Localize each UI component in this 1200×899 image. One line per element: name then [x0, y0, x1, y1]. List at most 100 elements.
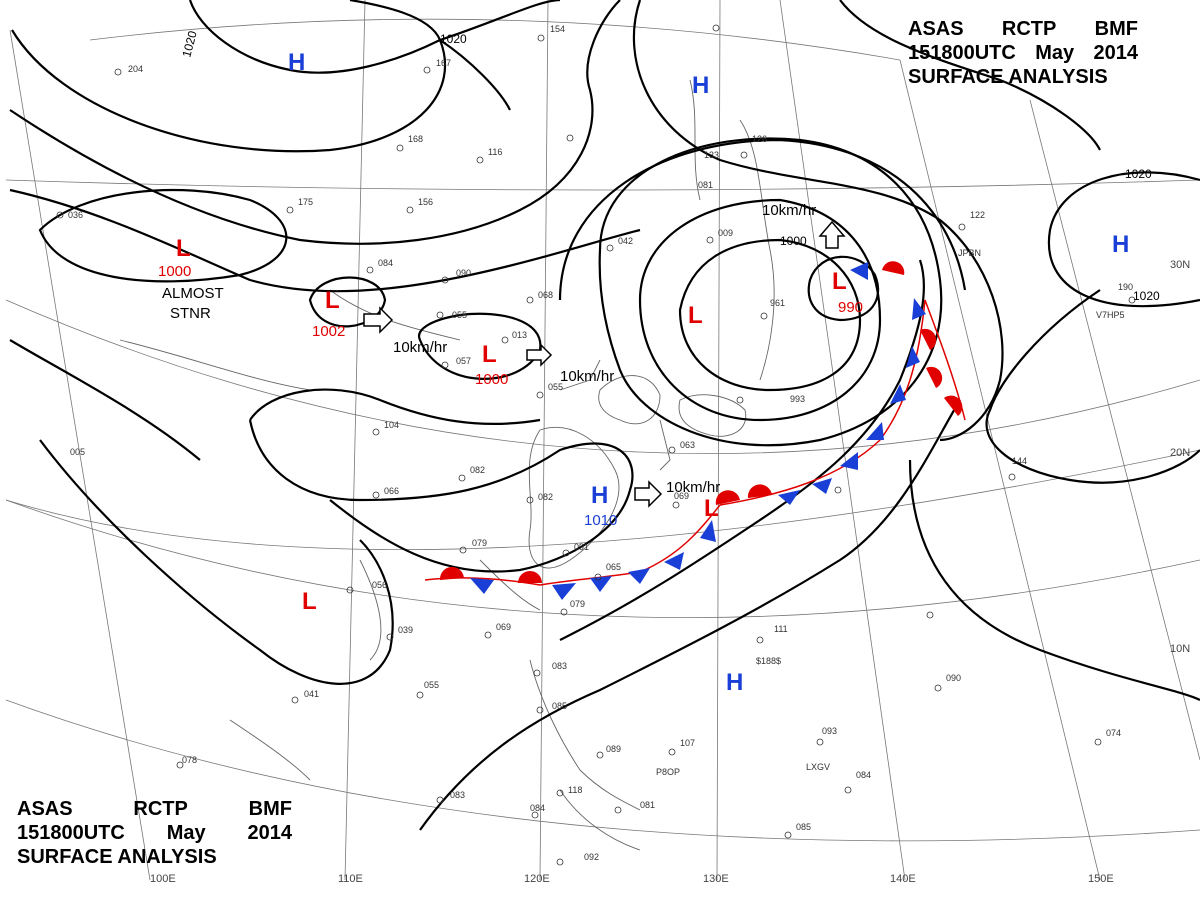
title-row-3: SURFACE ANALYSIS: [17, 845, 292, 869]
station-value: 093: [822, 726, 837, 736]
high-pressure-marker: H: [591, 482, 608, 509]
low-pressure-value: 990: [838, 299, 863, 316]
longitude-label: 110E: [338, 873, 363, 885]
title-row-2: 151800UTC May 2014: [17, 821, 292, 845]
region-code: ASAS: [908, 18, 964, 40]
station-value: 085: [796, 822, 811, 832]
station-value: 079: [472, 538, 487, 548]
isobar-label: 1000: [780, 234, 807, 248]
station-value: 039: [398, 625, 413, 635]
front-line-east: [719, 299, 966, 506]
high-pressure-value: 1010: [584, 512, 617, 529]
station-value: 091: [574, 542, 589, 552]
analysis-year: 2014: [1093, 42, 1139, 64]
high-pressure-marker: H: [692, 72, 709, 99]
station-value: 111: [774, 624, 788, 634]
station-value: 085: [552, 701, 567, 711]
agency-code: BMF: [248, 798, 292, 820]
station-value: 133: [704, 150, 719, 160]
graticule: [5, 0, 1200, 881]
low-pressure-marker: L: [302, 588, 317, 615]
station-value: 126: [752, 134, 767, 144]
analysis-year: 2014: [247, 822, 293, 844]
longitude-label: 150E: [1088, 873, 1114, 885]
station-value: 009: [718, 228, 733, 238]
low-pressure-value: 1000: [158, 263, 191, 280]
station-value: 961: [770, 298, 785, 308]
motion-label: 10km/hr: [762, 202, 816, 219]
longitude-label: 140E: [890, 873, 916, 885]
motion-arrow-icon: [526, 343, 553, 367]
title-row-1: ASAS RCTP BMF: [17, 797, 292, 821]
motion-arrow-icon: [818, 220, 846, 249]
station-value: 057: [456, 356, 471, 366]
isobar-label: 1020: [1133, 289, 1160, 303]
station-value: 204: [128, 64, 143, 74]
station-value: 156: [418, 197, 433, 207]
low-pressure-marker: L: [704, 495, 719, 522]
isobar-label: 1020: [1125, 167, 1152, 181]
station-value: 993: [790, 394, 805, 404]
almost-stnr-label: ALMOST: [162, 285, 224, 302]
analysis-month: May: [166, 822, 206, 844]
station-value: 092: [584, 852, 599, 862]
station-value: 084: [378, 258, 393, 268]
station-value: 089: [606, 744, 621, 754]
title-block-top: ASAS RCTP BMF 151800UTC May 2014 SURFACE…: [908, 17, 1138, 89]
low-pressure-marker: L: [176, 235, 191, 262]
station-value: 055: [452, 310, 467, 320]
analysis-time: 151800UTC: [17, 822, 125, 844]
fronts: [424, 261, 966, 600]
isobar-labels: 1020 1020 1020 1000 1020: [179, 29, 1160, 303]
station-value: 069: [674, 491, 689, 501]
station-value: 005: [70, 447, 85, 457]
station-value: 078: [182, 755, 197, 765]
latitude-label: 20N: [1170, 447, 1190, 459]
low-pressure-marker: L: [688, 302, 703, 329]
station-value: 079: [570, 599, 585, 609]
low-pressure-marker: L: [325, 287, 340, 314]
motion-label: 10km/hr: [393, 339, 447, 356]
station-value: 055: [548, 382, 563, 392]
station-value: 065: [606, 562, 621, 572]
agency-code: BMF: [1094, 18, 1138, 40]
station-value: 013: [512, 330, 527, 340]
high-pressure-marker: H: [288, 49, 305, 76]
analysis-month: May: [1035, 42, 1075, 64]
front-line-west: [424, 504, 721, 586]
station-value: 122: [970, 210, 985, 220]
longitude-label: 100E: [150, 873, 176, 885]
station-value: 056: [372, 580, 387, 590]
station-value: 084: [530, 803, 545, 813]
station-value: 107: [680, 738, 695, 748]
station-value: 069: [496, 622, 511, 632]
station-id: LXGV: [806, 762, 830, 772]
coastlines: [119, 79, 775, 851]
low-pressure-value: 1000: [475, 371, 508, 388]
title-row-2: 151800UTC May 2014: [908, 41, 1138, 65]
high-pressure-marker: H: [1112, 231, 1129, 258]
station-value: 144: [1012, 456, 1027, 466]
station-value: 083: [552, 661, 567, 671]
station-value: 063: [680, 440, 695, 450]
motion-arrow-icon: [634, 480, 663, 508]
station-marker: [56, 24, 1136, 866]
station-value: 175: [298, 197, 313, 207]
warm-front-semicircles: [439, 261, 963, 583]
station-value: 036: [68, 210, 83, 220]
low-pressure-marker: L: [832, 268, 847, 295]
station-value: 083: [450, 790, 465, 800]
station-value: 082: [538, 492, 553, 502]
station-value: 167: [436, 58, 451, 68]
isobar-label: 1020: [440, 32, 467, 46]
station-value: 190: [1118, 282, 1133, 292]
station-value: 041: [304, 689, 319, 699]
station-id: JPBN: [958, 248, 981, 258]
motion-label: 10km/hr: [560, 368, 614, 385]
station-value: 082: [470, 465, 485, 475]
station-value: 081: [640, 800, 655, 810]
station-id: V7HP5: [1096, 310, 1125, 320]
station-value: 154: [550, 24, 565, 34]
station-value: 104: [384, 420, 399, 430]
